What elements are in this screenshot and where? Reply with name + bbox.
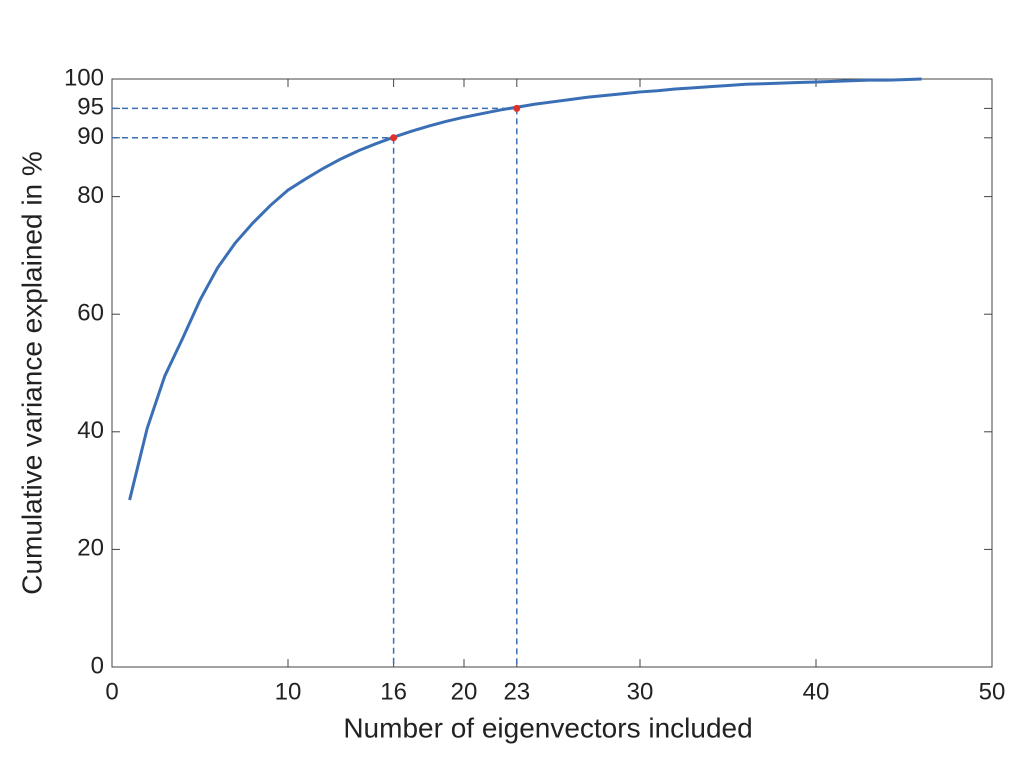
y-tick-label: 95 xyxy=(77,94,104,121)
y-tick-label: 60 xyxy=(77,300,104,327)
y-tick-label: 100 xyxy=(64,64,104,91)
x-tick-label: 23 xyxy=(503,678,530,705)
x-tick-label: 10 xyxy=(275,678,302,705)
plot-frame xyxy=(111,78,993,668)
y-tick-label: 80 xyxy=(77,182,104,209)
x-axis-label: Number of eigenvectors included xyxy=(343,712,752,743)
x-tick-label: 50 xyxy=(979,678,1006,705)
y-tick-label: 90 xyxy=(77,123,104,150)
marker xyxy=(513,104,521,112)
x-tick-label: 0 xyxy=(105,678,118,705)
marker xyxy=(390,134,398,142)
x-tick-label: 16 xyxy=(380,678,407,705)
data-line xyxy=(128,77,922,501)
y-axis-label: Cumulative variance explained in % xyxy=(16,151,47,595)
x-tick-label: 20 xyxy=(451,678,478,705)
y-tick-label: 40 xyxy=(77,417,104,444)
x-tick-label: 40 xyxy=(803,678,830,705)
y-tick-label: 20 xyxy=(77,535,104,562)
y-tick-label: 0 xyxy=(91,652,104,679)
x-tick-label: 30 xyxy=(627,678,654,705)
